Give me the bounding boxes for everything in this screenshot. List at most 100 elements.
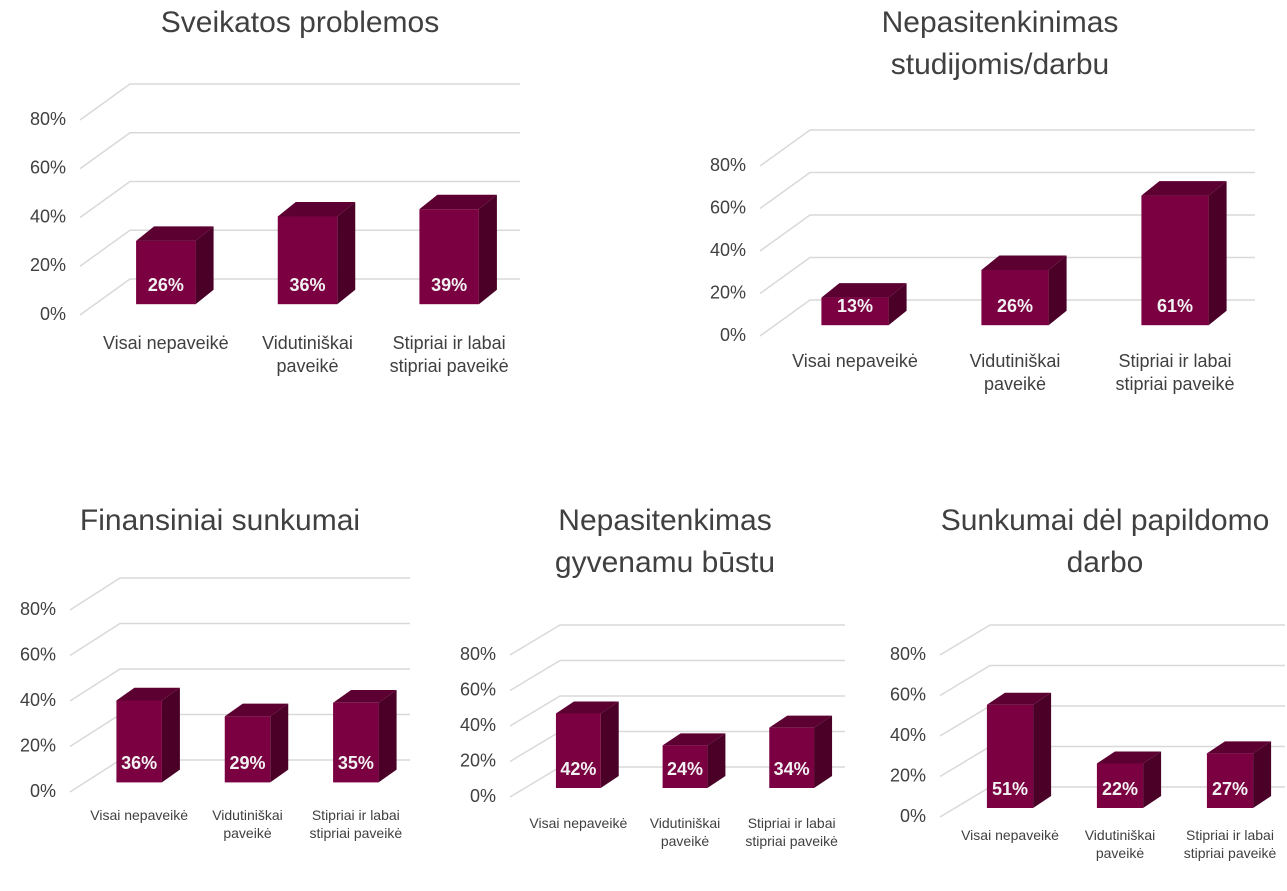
bar-side (161, 687, 180, 783)
grid-line (69, 577, 410, 611)
x-tick-label: Vidutiniškai paveikė (649, 815, 721, 850)
y-tick-label: 20% (30, 255, 66, 275)
bar-top (555, 701, 619, 714)
bar (821, 297, 889, 326)
y-tick-label: 80% (460, 644, 496, 664)
y-tick-label: 60% (890, 684, 926, 704)
bar-side (1033, 692, 1052, 808)
chart-title: Nepasitenkimas gyvenamu būstu (554, 504, 776, 579)
x-tick-label: Visai nepaveikė (529, 815, 628, 831)
value-label: 61% (1157, 296, 1193, 316)
y-tick-label: 0% (40, 304, 66, 324)
y-tick-label: 40% (20, 690, 56, 710)
y-tick-label: 80% (30, 109, 66, 129)
y-tick-label: 20% (20, 735, 56, 755)
x-tick-label: Vidutiniškai paveikė (969, 351, 1061, 395)
grid-line (79, 229, 520, 267)
bar-side (195, 226, 214, 305)
bar (986, 704, 1034, 808)
bar-side (888, 283, 907, 326)
bar-top (662, 733, 726, 746)
grid-line (759, 171, 1255, 210)
x-tick-label: Vidutiniškai paveikė (262, 333, 353, 377)
y-tick-label: 40% (710, 240, 746, 260)
bar-top (224, 703, 289, 717)
bar-side (337, 202, 356, 305)
grid-line (69, 668, 410, 702)
grid-line (509, 659, 845, 692)
x-tick-label: Visai nepaveikė (102, 333, 229, 353)
x-tick-label: Stipriai ir labai stipriai paveikė (1183, 827, 1277, 862)
grid-line (939, 624, 1285, 656)
bar-top (1096, 751, 1162, 764)
bar-side (478, 194, 497, 305)
y-tick-label: 60% (460, 679, 496, 699)
value-label: 34% (774, 759, 810, 779)
grid-line (759, 129, 1255, 167)
bar-top (981, 255, 1067, 270)
bar-top (1141, 181, 1227, 196)
bar (1206, 753, 1254, 808)
x-tick-label: Stipriai ir labai stipriai paveikė (389, 333, 509, 377)
x-tick-label: Visai nepaveikė (792, 351, 918, 371)
bar-side (1208, 181, 1227, 326)
y-tick-label: 40% (30, 206, 66, 226)
bar (1096, 763, 1144, 808)
bar-side (270, 703, 289, 783)
value-label: 51% (992, 779, 1028, 799)
bar (136, 240, 196, 305)
value-label: 22% (1102, 779, 1138, 799)
value-label: 36% (289, 275, 325, 295)
value-label: 27% (1212, 779, 1248, 799)
x-tick-label: Visai nepaveikė (90, 807, 189, 823)
bar (1141, 195, 1209, 326)
y-tick-label: 20% (890, 765, 926, 785)
y-tick-label: 0% (30, 781, 56, 801)
bar (419, 209, 479, 305)
grid-line (69, 622, 410, 657)
bar-top (419, 194, 497, 210)
y-tick-label: 40% (460, 715, 496, 735)
y-tick-label: 40% (890, 725, 926, 745)
bar (116, 700, 162, 783)
value-label: 26% (148, 275, 184, 295)
chart-title: Nepasitenkinimas studijomis/darbu (881, 6, 1119, 81)
grid-line (79, 180, 520, 219)
bar-top (277, 202, 356, 217)
chart-title: Sunkumai dėl papildomo darbo (940, 504, 1270, 579)
chart-title: Finansiniai sunkumai (79, 504, 361, 537)
y-tick-label: 20% (710, 282, 746, 302)
x-tick-label: Stipriai ir labai stipriai paveikė (1115, 351, 1235, 395)
bar-side (1253, 741, 1272, 808)
value-label: 24% (667, 759, 703, 779)
bar-side (814, 715, 833, 788)
y-tick-label: 80% (20, 599, 56, 619)
y-tick-label: 0% (470, 786, 496, 806)
y-tick-label: 20% (460, 750, 496, 770)
value-label: 42% (560, 759, 596, 779)
grid-line (759, 214, 1255, 252)
y-tick-label: 0% (900, 806, 926, 826)
bar (224, 716, 271, 783)
bar (333, 702, 379, 783)
bar (981, 269, 1049, 326)
bar-side (707, 733, 726, 788)
x-tick-label: Stipriai ir labai stipriai paveikė (745, 815, 838, 850)
bar-side (1048, 255, 1067, 326)
y-tick-label: 80% (890, 644, 926, 664)
y-tick-label: 60% (20, 644, 56, 664)
value-label: 26% (997, 296, 1033, 316)
bar (555, 713, 601, 788)
y-tick-label: 60% (30, 158, 66, 178)
x-tick-label: Stipriai ir labai stipriai paveikė (309, 807, 403, 842)
bar (277, 216, 338, 305)
y-tick-label: 0% (720, 325, 746, 345)
value-label: 29% (229, 753, 265, 773)
chart-title: Sveikatos problemos (160, 6, 440, 39)
grid-line (79, 83, 520, 121)
grid-line (939, 664, 1285, 697)
value-label: 35% (338, 753, 374, 773)
bar-side (378, 689, 397, 783)
